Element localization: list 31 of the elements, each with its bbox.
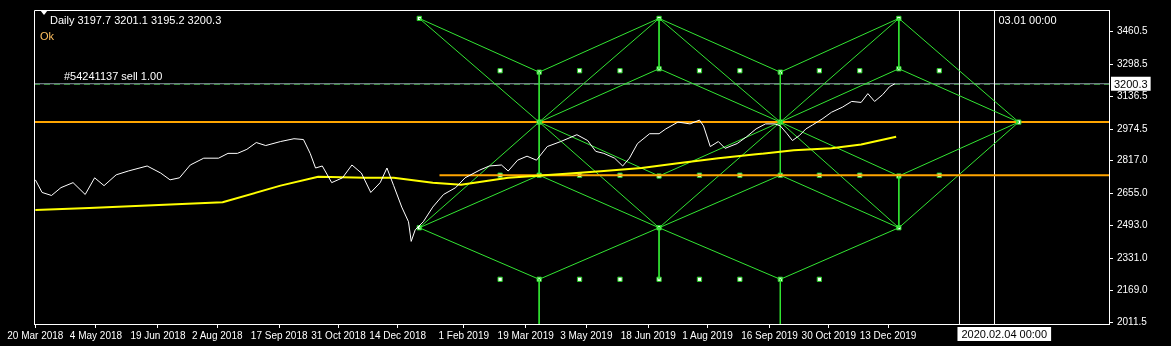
ref-line-label: 3200.3: [1114, 77, 1148, 90]
x-tick-label: 19 Jun 2018: [130, 329, 186, 341]
x-tick-label: 31 Oct 2018: [311, 329, 367, 341]
x-tick-label: 1 Aug 2019: [682, 329, 734, 341]
chart-title: Daily 3197.7 3201.1 3195.2 3200.3: [50, 14, 222, 26]
x-tick-label: 2 Aug 2018: [191, 329, 243, 341]
x-tick-label: 17 Sep 2018: [250, 329, 308, 341]
y-tick-label: 2331.0: [1117, 251, 1149, 263]
y-tick-label: 2011.5: [1117, 315, 1148, 327]
y-tick-label: 2169.0: [1117, 284, 1149, 296]
x-tick-label: 3 May 2019: [560, 329, 613, 341]
x-tick-label: 13 Dec 2019: [859, 329, 917, 341]
y-tick-label: 2974.5: [1117, 122, 1149, 134]
annotation: Ok: [40, 30, 55, 42]
x-tick-label: 19 Mar 2019: [497, 329, 555, 341]
y-tick-label: 3460.5: [1117, 25, 1149, 37]
y-tick-label: 3136.5: [1117, 90, 1149, 102]
x-tick-label: 20 Mar 2018: [7, 329, 64, 341]
y-tick-label: 2493.0: [1117, 219, 1149, 231]
x-tick-label: 4 May 2018: [69, 329, 123, 341]
x-tick-label: 30 Oct 2019: [801, 329, 857, 341]
x-tick-label: 16 Sep 2019: [741, 329, 799, 341]
y-tick-label: 3298.5: [1117, 57, 1149, 69]
y-tick-label: 2655.0: [1117, 186, 1149, 198]
x-tick-label: 18 Jun 2019: [620, 329, 677, 341]
ref-line-label: 03.01 00:00: [998, 14, 1057, 26]
y-tick-label: 2817.0: [1117, 154, 1149, 166]
x-tick-label: 14 Dec 2018: [369, 329, 427, 341]
ref-line-label: #54241137 sell 1.00: [64, 70, 163, 83]
x-tick-label: 1 Feb 2019: [438, 329, 490, 341]
ref-line-label: 2020.02.04 00:00: [961, 328, 1048, 340]
